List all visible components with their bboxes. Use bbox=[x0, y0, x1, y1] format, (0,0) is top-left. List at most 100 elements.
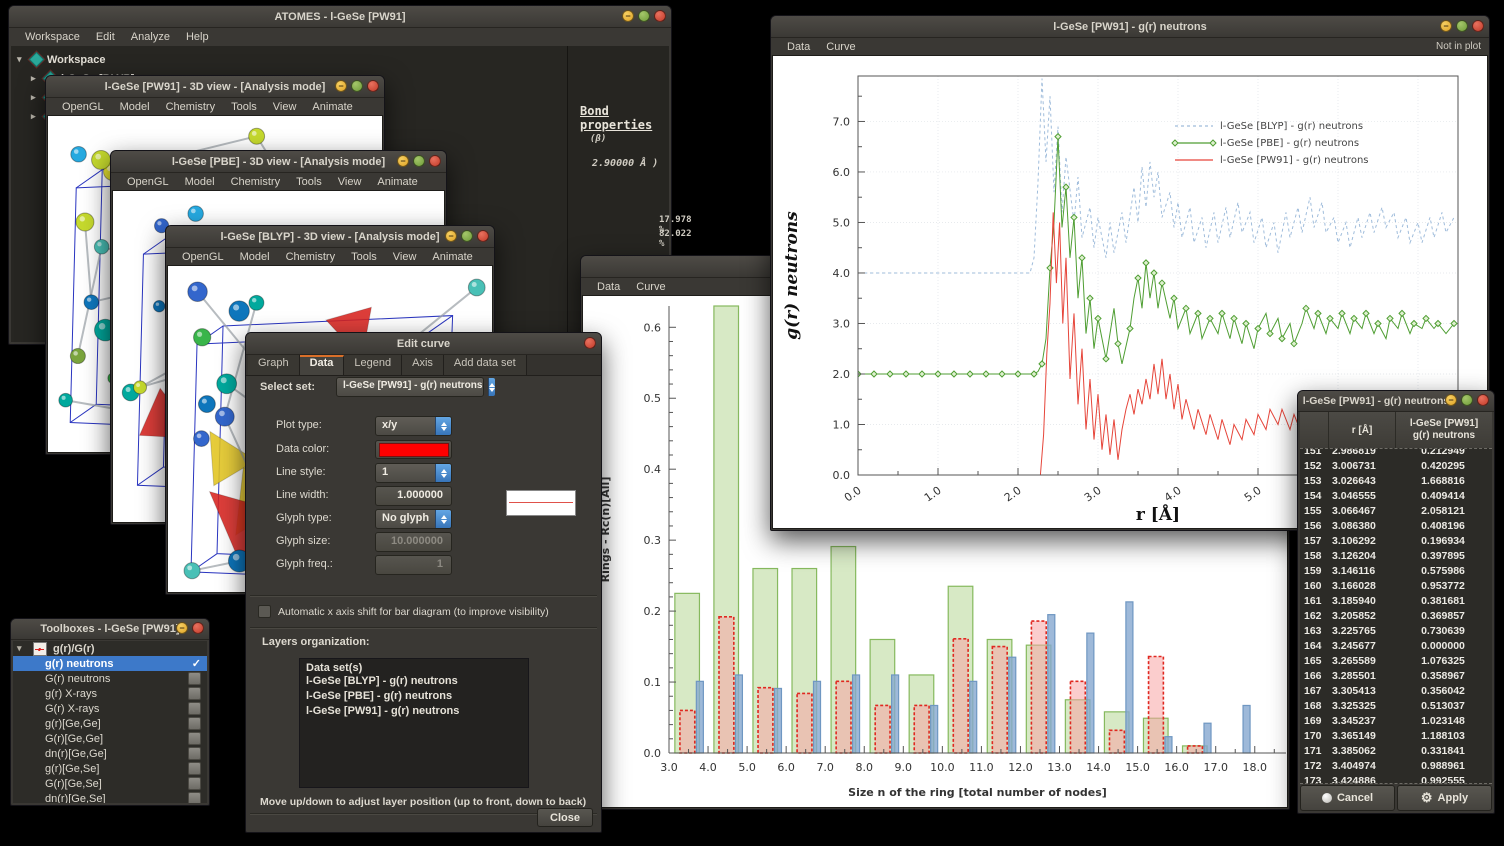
toolbox-item-g-r-ge-ge-[interactable]: G(r)[Ge,Ge] bbox=[13, 731, 207, 746]
table-row[interactable]: 171 3.385062 0.331841 bbox=[1300, 743, 1492, 758]
view-titlebar[interactable]: l-GeSe [PW91] - 3D view - [Analysis mode… bbox=[46, 76, 384, 98]
expander-icon[interactable]: ▾ bbox=[17, 54, 22, 64]
apply-button[interactable]: ⚙ Apply bbox=[1397, 785, 1492, 811]
expander-icon[interactable]: ▸ bbox=[31, 111, 36, 121]
close-icon[interactable] bbox=[1477, 394, 1489, 406]
table-row[interactable]: 158 3.126204 0.397895 bbox=[1300, 548, 1492, 563]
minimize-icon[interactable]: − bbox=[1445, 394, 1457, 406]
edit-curve-titlebar[interactable]: Edit curve bbox=[246, 333, 601, 355]
menu-item-data[interactable]: Data bbox=[597, 280, 621, 293]
line-width-entry[interactable]: 1.000000 bbox=[375, 486, 452, 506]
menu-item-help[interactable]: Help bbox=[185, 30, 209, 43]
checkbox-icon[interactable] bbox=[188, 702, 201, 715]
spinner-icon[interactable] bbox=[435, 510, 451, 528]
gr-titlebar[interactable]: l-GeSe [PW91] - g(r) neutrons − bbox=[771, 16, 1489, 38]
menu-item-view[interactable]: View bbox=[392, 250, 417, 263]
tab-legend[interactable]: Legend bbox=[344, 355, 403, 375]
table-row[interactable]: 156 3.086380 0.408196 bbox=[1300, 518, 1492, 533]
close-icon[interactable] bbox=[429, 155, 441, 167]
menu-item-animate[interactable]: Animate bbox=[377, 175, 418, 188]
table-row[interactable]: 151 2.986819 0.212949 bbox=[1300, 449, 1492, 458]
menu-item-opengl[interactable]: OpenGL bbox=[182, 250, 224, 263]
data-color-button[interactable] bbox=[375, 440, 452, 459]
menu-item-workspace[interactable]: Workspace bbox=[25, 30, 80, 43]
select-set-combo[interactable]: l-GeSe [PW91] - g(r) neutrons bbox=[336, 377, 496, 397]
checkbox-icon[interactable] bbox=[188, 687, 201, 700]
close-icon[interactable] bbox=[192, 622, 204, 634]
line-style-combo[interactable]: 1 bbox=[375, 463, 452, 483]
layer-item[interactable]: l-GeSe [BLYP] - g(r) neutrons bbox=[306, 675, 458, 687]
maximize-icon[interactable] bbox=[461, 230, 473, 242]
minimize-icon[interactable]: − bbox=[1440, 20, 1452, 32]
view-titlebar[interactable]: l-GeSe [BLYP] - 3D view - [Analysis mode… bbox=[166, 226, 494, 248]
toolbox-item-dn-r-ge-ge-[interactable]: dn(r)[Ge,Ge] bbox=[13, 746, 207, 761]
tab-data[interactable]: Data bbox=[299, 355, 345, 375]
table-row[interactable]: 162 3.205852 0.369857 bbox=[1300, 608, 1492, 623]
table-row[interactable]: 167 3.305413 0.356042 bbox=[1300, 683, 1492, 698]
table-row[interactable]: 159 3.146116 0.575986 bbox=[1300, 563, 1492, 578]
maximize-icon[interactable] bbox=[1456, 20, 1468, 32]
close-icon[interactable] bbox=[1472, 20, 1484, 32]
layers-listbox[interactable]: Data set(s) l-GeSe [BLYP] - g(r) neutrons… bbox=[299, 658, 529, 788]
minimize-icon[interactable]: − bbox=[622, 10, 634, 22]
table-row[interactable]: 152 3.006731 0.420295 bbox=[1300, 458, 1492, 473]
checkbox-icon[interactable] bbox=[188, 792, 201, 803]
spinner-icon[interactable] bbox=[435, 464, 451, 482]
expander-icon[interactable]: ▸ bbox=[31, 73, 36, 83]
minimize-icon[interactable]: − bbox=[445, 230, 457, 242]
table-row[interactable]: 160 3.166028 0.953772 bbox=[1300, 578, 1492, 593]
tree-item-pw91[interactable]: ▸ bbox=[17, 107, 567, 126]
value-column-header[interactable]: l-GeSe [PW91] g(r) neutrons bbox=[1409, 418, 1479, 441]
table-row[interactable]: 168 3.325325 0.513037 bbox=[1300, 698, 1492, 713]
close-icon[interactable] bbox=[584, 337, 596, 349]
spinner-icon[interactable] bbox=[488, 378, 496, 396]
r-column-header[interactable]: r [Å] bbox=[1329, 412, 1396, 448]
spinner-icon[interactable] bbox=[435, 417, 451, 435]
toolbox-root-row[interactable]: ▾ g(r)/G(r) bbox=[13, 641, 207, 656]
maximize-icon[interactable] bbox=[351, 80, 363, 92]
menu-item-model[interactable]: Model bbox=[239, 250, 270, 263]
glyph-type-combo[interactable]: No glyph bbox=[375, 509, 452, 529]
close-icon[interactable] bbox=[367, 80, 379, 92]
table-rows[interactable]: 151 2.986819 0.212949 152 3.006731 0.420295 15… bbox=[1300, 448, 1492, 784]
table-row[interactable]: 165 3.265589 1.076325 bbox=[1300, 653, 1492, 668]
maximize-icon[interactable] bbox=[638, 10, 650, 22]
expander-icon[interactable]: ▾ bbox=[17, 643, 22, 653]
menu-item-view[interactable]: View bbox=[272, 100, 297, 113]
view-titlebar[interactable]: l-GeSe [PBE] - 3D view - [Analysis mode]… bbox=[111, 151, 446, 173]
checkbox-icon[interactable] bbox=[188, 672, 201, 685]
menu-item-opengl[interactable]: OpenGL bbox=[62, 100, 104, 113]
table-row[interactable]: 154 3.046555 0.409414 bbox=[1300, 488, 1492, 503]
checkbox-icon[interactable] bbox=[258, 605, 271, 618]
menu-item-model[interactable]: Model bbox=[119, 100, 150, 113]
toolbox-item-g-r-ge-ge-[interactable]: g(r)[Ge,Ge] bbox=[13, 716, 207, 731]
table-row[interactable]: 169 3.345237 1.023148 bbox=[1300, 713, 1492, 728]
table-row[interactable]: 161 3.185940 0.381681 bbox=[1300, 593, 1492, 608]
menu-item-tools[interactable]: Tools bbox=[296, 175, 322, 188]
bar-shift-checkbox-row[interactable]: Automatic x axis shift for bar diagram (… bbox=[258, 605, 549, 618]
expander-icon[interactable]: ▸ bbox=[31, 92, 36, 102]
checkbox-icon[interactable] bbox=[188, 762, 201, 775]
toolbox-item-g-r-x-rays[interactable]: G(r) X-rays bbox=[13, 701, 207, 716]
menu-item-tools[interactable]: Tools bbox=[351, 250, 377, 263]
menu-item-view[interactable]: View bbox=[337, 175, 362, 188]
layer-item[interactable]: l-GeSe [PW91] - g(r) neutrons bbox=[306, 705, 460, 717]
close-icon[interactable] bbox=[477, 230, 489, 242]
minimize-icon[interactable]: − bbox=[176, 622, 188, 634]
table-row[interactable]: 157 3.106292 0.196934 bbox=[1300, 533, 1492, 548]
table-row[interactable]: 172 3.404974 0.988961 bbox=[1300, 758, 1492, 773]
table-titlebar[interactable]: l-GeSe [PW91] - g(r) neutrons − bbox=[1298, 391, 1494, 412]
tab-graph[interactable]: Graph bbox=[248, 355, 300, 375]
menu-item-curve[interactable]: Curve bbox=[826, 40, 856, 53]
menu-item-chemistry[interactable]: Chemistry bbox=[285, 250, 336, 263]
table-row[interactable]: 153 3.026643 1.668816 bbox=[1300, 473, 1492, 488]
minimize-icon[interactable]: − bbox=[335, 80, 347, 92]
maximize-icon[interactable] bbox=[1461, 394, 1473, 406]
checkbox-icon[interactable] bbox=[188, 747, 201, 760]
menu-item-model[interactable]: Model bbox=[184, 175, 215, 188]
table-row[interactable]: 155 3.066467 2.058121 bbox=[1300, 503, 1492, 518]
close-button[interactable]: Close bbox=[537, 808, 593, 827]
minimize-icon[interactable]: − bbox=[397, 155, 409, 167]
checkbox-icon[interactable] bbox=[188, 777, 201, 790]
menu-item-data[interactable]: Data bbox=[787, 40, 811, 53]
